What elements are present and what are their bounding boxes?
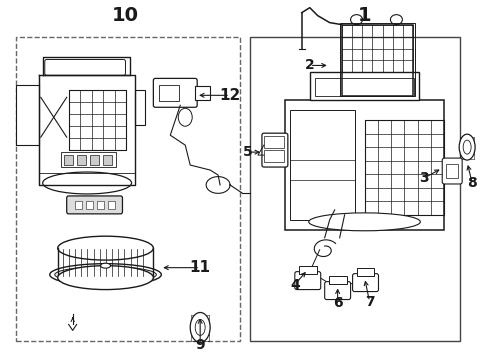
Text: 12: 12: [220, 88, 241, 103]
Ellipse shape: [190, 312, 210, 342]
Bar: [446, 164, 458, 178]
Text: 10: 10: [112, 6, 139, 25]
Text: 3: 3: [419, 171, 429, 185]
Text: 8: 8: [467, 176, 477, 190]
Ellipse shape: [459, 134, 475, 160]
Ellipse shape: [55, 267, 156, 283]
Text: 4: 4: [290, 278, 300, 292]
Bar: [90, 155, 98, 165]
Bar: [135, 90, 146, 125]
Ellipse shape: [43, 172, 131, 194]
Text: 1: 1: [358, 6, 371, 25]
Bar: [64, 155, 73, 165]
Bar: [285, 100, 444, 230]
Bar: [310, 72, 419, 100]
FancyBboxPatch shape: [153, 78, 197, 107]
FancyBboxPatch shape: [325, 282, 350, 300]
Text: 9: 9: [196, 338, 205, 352]
Bar: [299, 266, 317, 274]
Text: 7: 7: [365, 294, 374, 309]
Bar: [195, 86, 210, 100]
Ellipse shape: [309, 213, 420, 231]
Ellipse shape: [50, 264, 161, 285]
Bar: [86, 201, 93, 209]
Bar: [102, 155, 112, 165]
Ellipse shape: [58, 266, 153, 289]
FancyBboxPatch shape: [442, 158, 462, 184]
Bar: [97, 201, 103, 209]
FancyBboxPatch shape: [295, 272, 321, 289]
Bar: [61, 152, 116, 167]
Text: 5: 5: [243, 145, 253, 159]
Polygon shape: [39, 75, 135, 185]
Bar: [264, 150, 284, 162]
Bar: [365, 120, 444, 215]
Polygon shape: [43, 58, 130, 75]
Ellipse shape: [58, 236, 153, 260]
Bar: [76, 155, 86, 165]
FancyBboxPatch shape: [262, 133, 288, 167]
Text: 11: 11: [190, 260, 211, 275]
Polygon shape: [16, 85, 39, 145]
Bar: [16, 37, 240, 341]
Bar: [159, 85, 179, 101]
Bar: [69, 90, 126, 150]
Bar: [340, 23, 416, 96]
Ellipse shape: [100, 263, 111, 268]
Bar: [250, 37, 460, 341]
Text: 2: 2: [305, 58, 315, 72]
FancyBboxPatch shape: [353, 274, 378, 292]
Bar: [357, 268, 374, 276]
Bar: [290, 110, 355, 220]
Bar: [74, 201, 82, 209]
Bar: [315, 78, 415, 96]
Bar: [264, 136, 284, 148]
Bar: [107, 201, 115, 209]
Text: 6: 6: [333, 296, 343, 310]
Bar: [329, 276, 346, 284]
Bar: [342, 24, 414, 96]
FancyBboxPatch shape: [67, 196, 122, 214]
